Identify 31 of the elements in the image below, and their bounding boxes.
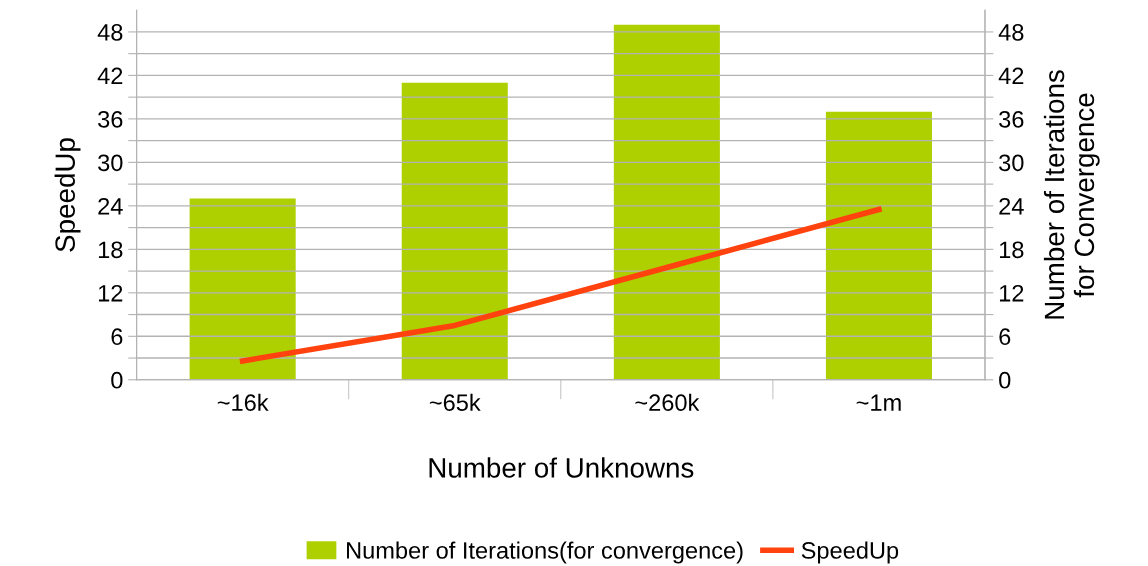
y2-tick-label: 18: [999, 241, 1024, 259]
x-tick-label: ~65k: [429, 393, 481, 412]
y2-tick-label: 12: [999, 284, 1024, 302]
bar: [613, 24, 720, 380]
y-tick-label: 42: [97, 67, 123, 84]
legend-label: SpeedUp: [801, 541, 899, 564]
y-tick-label: 30: [98, 154, 123, 172]
y2-tick-label: 6: [999, 328, 1011, 346]
y-tick-label: 18: [98, 241, 123, 259]
y-tick-label: 0: [111, 371, 123, 389]
y2-tick-label: 24: [999, 197, 1024, 215]
bar: [825, 111, 932, 380]
y-tick-label: 6: [111, 328, 123, 346]
y2-tick-label: 0: [999, 371, 1011, 389]
legend-label: Number of Iterations(for convergence): [347, 541, 743, 564]
x-tick-label: ~16k: [217, 393, 269, 412]
x-tick-label: ~1m: [856, 394, 901, 411]
x-axis-title: Number of Unknowns: [429, 457, 694, 478]
bar: [189, 198, 296, 380]
y-tick-label: 12: [98, 284, 123, 302]
y-tick-label: 48: [97, 24, 123, 41]
y-tick-label: 36: [98, 110, 123, 128]
y2-axis-title: Number of Iterations for Convergence: [1043, 70, 1100, 319]
y2-tick-label: 48: [998, 24, 1024, 41]
bar: [401, 82, 508, 380]
y-tick-label: 24: [98, 197, 123, 215]
y2-tick-label: 30: [999, 154, 1024, 172]
y2-tick-label: 42: [998, 67, 1024, 84]
y-axis-title: SpeedUp: [54, 138, 81, 252]
x-tick-label: ~260k: [635, 393, 700, 412]
y2-tick-label: 36: [999, 110, 1024, 128]
